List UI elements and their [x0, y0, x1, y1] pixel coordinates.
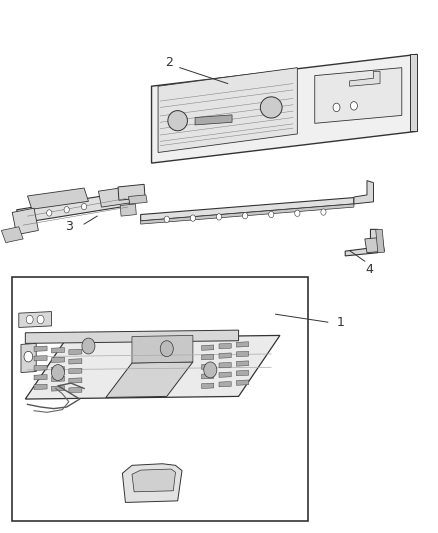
Polygon shape: [69, 378, 82, 383]
Polygon shape: [120, 204, 136, 216]
Polygon shape: [219, 343, 231, 349]
Text: 3: 3: [65, 220, 73, 233]
Polygon shape: [34, 346, 47, 351]
Polygon shape: [365, 237, 385, 253]
Circle shape: [51, 365, 64, 381]
Polygon shape: [237, 361, 249, 366]
Polygon shape: [237, 380, 249, 385]
Circle shape: [47, 210, 52, 216]
Polygon shape: [51, 357, 64, 362]
Polygon shape: [219, 362, 231, 368]
Circle shape: [268, 211, 274, 217]
Polygon shape: [345, 229, 378, 256]
Text: 2: 2: [165, 56, 173, 69]
Circle shape: [321, 209, 326, 215]
Polygon shape: [51, 348, 64, 353]
Ellipse shape: [168, 111, 187, 131]
Polygon shape: [195, 115, 232, 125]
Circle shape: [190, 215, 195, 221]
Polygon shape: [152, 54, 417, 163]
Circle shape: [160, 341, 173, 357]
Polygon shape: [315, 68, 402, 123]
Circle shape: [295, 210, 300, 216]
Polygon shape: [201, 374, 214, 379]
Polygon shape: [69, 349, 82, 354]
Polygon shape: [237, 370, 249, 376]
Polygon shape: [122, 464, 182, 503]
Polygon shape: [201, 383, 214, 389]
Polygon shape: [34, 375, 47, 380]
Polygon shape: [354, 181, 374, 204]
Ellipse shape: [260, 97, 282, 118]
Polygon shape: [28, 188, 88, 209]
Polygon shape: [34, 365, 47, 370]
Polygon shape: [201, 364, 214, 369]
Polygon shape: [51, 386, 64, 391]
FancyBboxPatch shape: [12, 277, 308, 521]
Polygon shape: [118, 184, 145, 200]
Text: 1: 1: [337, 316, 345, 329]
Polygon shape: [25, 330, 239, 343]
Polygon shape: [219, 372, 231, 377]
Polygon shape: [141, 198, 354, 221]
Circle shape: [24, 351, 33, 362]
Polygon shape: [19, 312, 51, 327]
Circle shape: [243, 213, 248, 219]
Polygon shape: [219, 382, 231, 387]
Polygon shape: [237, 351, 249, 357]
Text: 4: 4: [365, 263, 373, 276]
Polygon shape: [132, 335, 193, 363]
Polygon shape: [69, 359, 82, 364]
Circle shape: [204, 362, 217, 378]
Polygon shape: [219, 353, 231, 358]
Polygon shape: [17, 192, 130, 223]
Polygon shape: [69, 387, 82, 393]
Circle shape: [350, 102, 357, 110]
Polygon shape: [410, 54, 417, 131]
Polygon shape: [350, 71, 380, 86]
Polygon shape: [25, 335, 280, 399]
Polygon shape: [34, 356, 47, 361]
Polygon shape: [201, 345, 214, 350]
Circle shape: [164, 216, 170, 222]
Polygon shape: [99, 187, 130, 207]
Polygon shape: [21, 343, 36, 373]
Polygon shape: [132, 469, 176, 492]
Circle shape: [333, 103, 340, 112]
Circle shape: [37, 316, 44, 324]
Polygon shape: [1, 227, 23, 243]
Circle shape: [64, 207, 69, 213]
Circle shape: [26, 316, 33, 324]
Polygon shape: [158, 68, 297, 152]
Polygon shape: [128, 195, 147, 204]
Circle shape: [216, 214, 222, 220]
Polygon shape: [376, 229, 385, 253]
Polygon shape: [12, 208, 39, 235]
Polygon shape: [237, 342, 249, 347]
Polygon shape: [34, 384, 47, 390]
Polygon shape: [141, 204, 354, 224]
Circle shape: [81, 204, 87, 210]
Polygon shape: [106, 362, 193, 398]
Polygon shape: [51, 367, 64, 372]
Polygon shape: [201, 354, 214, 360]
Circle shape: [82, 338, 95, 354]
Polygon shape: [51, 376, 64, 382]
Polygon shape: [69, 368, 82, 374]
